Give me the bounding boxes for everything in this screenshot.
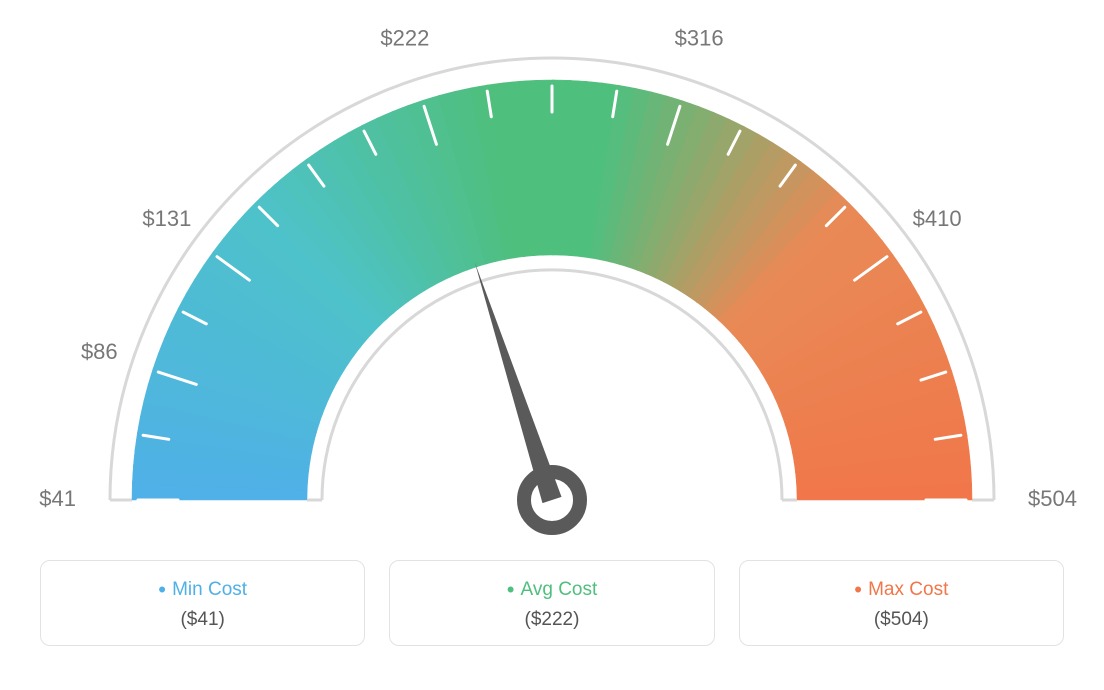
gauge-tick-label: $316 <box>675 25 724 50</box>
legend-row: Min Cost ($41) Avg Cost ($222) Max Cost … <box>0 560 1104 646</box>
legend-min-title: Min Cost <box>53 579 352 601</box>
gauge-tick-label: $131 <box>142 206 191 231</box>
gauge-band <box>132 80 972 500</box>
legend-max-title: Max Cost <box>752 579 1051 601</box>
gauge-tick-label: $86 <box>81 339 118 364</box>
gauge-chart: $41 $86 $131 $222 $316 $410 $504 <box>0 0 1104 540</box>
legend-card-avg: Avg Cost ($222) <box>389 560 714 646</box>
gauge-svg: $41 $86 $131 $222 $316 $410 $504 <box>0 0 1104 540</box>
gauge-tick-label: $410 <box>913 206 962 231</box>
gauge-tick-label: $222 <box>380 25 429 50</box>
gauge-tick-label: $41 <box>39 486 76 511</box>
legend-avg-value: ($222) <box>402 609 701 631</box>
legend-min-value: ($41) <box>53 609 352 631</box>
legend-avg-title: Avg Cost <box>402 579 701 601</box>
legend-max-value: ($504) <box>752 609 1051 631</box>
legend-card-min: Min Cost ($41) <box>40 560 365 646</box>
gauge-tick-label: $504 <box>1028 486 1077 511</box>
legend-card-max: Max Cost ($504) <box>739 560 1064 646</box>
